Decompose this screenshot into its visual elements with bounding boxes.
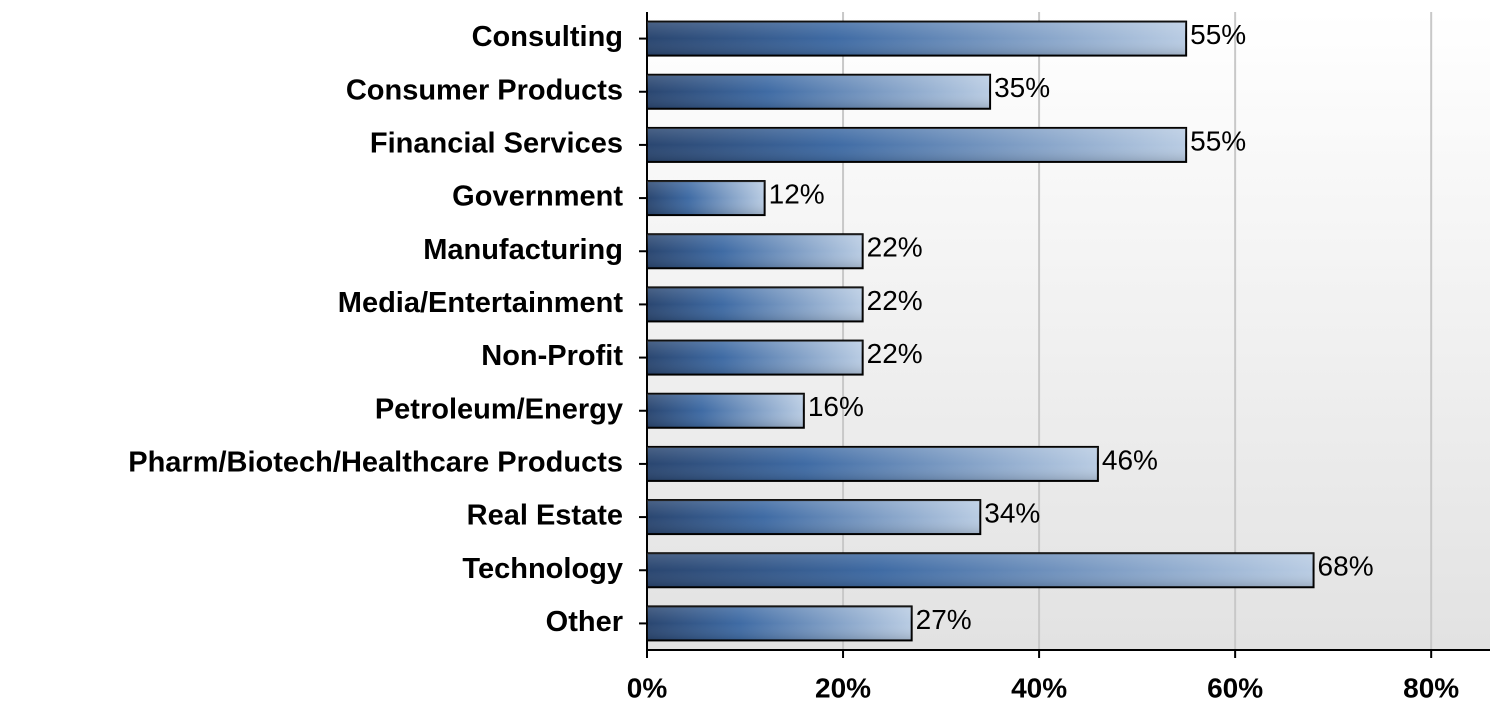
value-label: 22% [867, 338, 923, 369]
y-tick-label: Financial Services [370, 128, 623, 160]
value-label: 35% [994, 72, 1050, 103]
value-label: 68% [1318, 551, 1374, 582]
bar-shade [647, 446, 1098, 481]
y-tick-label: Manufacturing [423, 234, 623, 266]
bar-shade [647, 21, 1187, 56]
y-tick-label: Real Estate [467, 500, 623, 532]
bar-shade [647, 287, 863, 322]
value-label: 46% [1102, 444, 1158, 475]
value-label: 55% [1190, 125, 1246, 156]
bar-shade [647, 553, 1314, 588]
value-label: 22% [867, 232, 923, 263]
x-tick-label: 60% [1207, 672, 1263, 702]
y-tick-label: Government [452, 181, 623, 213]
plot-area [647, 12, 1490, 650]
y-tick-label: Other [546, 606, 623, 638]
bar-shade [647, 181, 765, 216]
value-label: 16% [808, 391, 864, 422]
value-label: 27% [916, 604, 972, 635]
y-tick-label: Consumer Products [346, 74, 623, 106]
y-tick-label: Non-Profit [481, 340, 623, 372]
bar-shade [647, 393, 804, 428]
value-label: 22% [867, 285, 923, 316]
y-tick-label: Petroleum/Energy [375, 393, 623, 425]
bar-shade [647, 127, 1187, 162]
value-label: 12% [769, 178, 825, 209]
x-tick-label: 0% [627, 672, 668, 702]
bar-shade [647, 500, 981, 535]
x-tick-label: 40% [1011, 672, 1067, 702]
x-tick-label: 20% [815, 672, 871, 702]
bar-shade [647, 234, 863, 269]
value-label: 34% [984, 497, 1040, 528]
y-tick-label: Technology [462, 553, 623, 585]
bar-shade [647, 606, 912, 641]
x-tick-label: 80% [1403, 672, 1459, 702]
bar-shade [647, 74, 991, 109]
y-tick-label: Media/Entertainment [338, 287, 624, 319]
y-tick-label: Consulting [472, 21, 623, 53]
value-label: 55% [1190, 19, 1246, 50]
bar-shade [647, 340, 863, 375]
y-tick-label: Pharm/Biotech/Healthcare Products [128, 447, 623, 479]
